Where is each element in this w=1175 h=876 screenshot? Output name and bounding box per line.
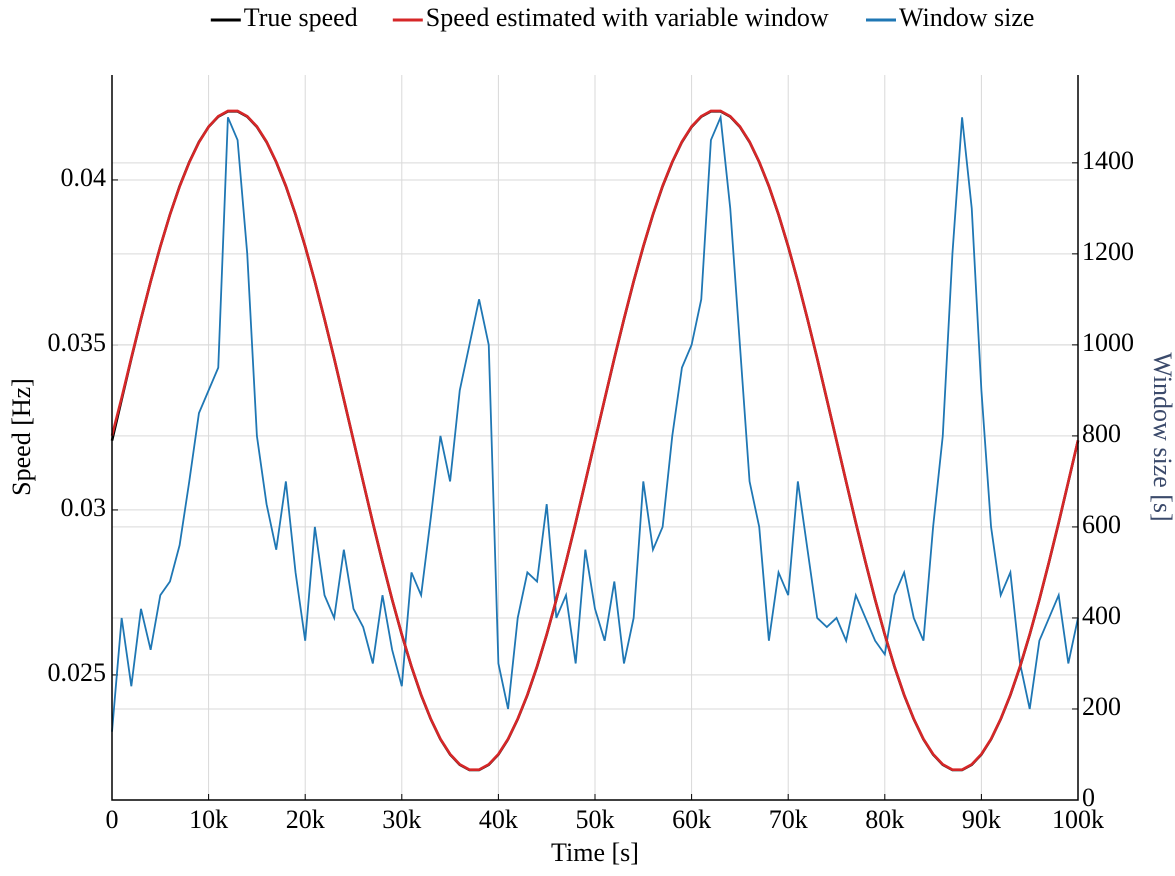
- y2-tick-label: 600: [1082, 510, 1121, 539]
- x-tick-label: 20k: [286, 805, 325, 834]
- x-tick-label: 0: [106, 805, 119, 834]
- y2-tick-label: 1200: [1082, 237, 1134, 266]
- y-tick-label: 0.035: [48, 328, 107, 357]
- axis-frame: [111, 75, 1079, 801]
- y2-tick-label: 400: [1082, 601, 1121, 630]
- x-tick-label: 100k: [1052, 805, 1104, 834]
- y-tick-label: 0.04: [61, 163, 107, 192]
- x-tick-label: 90k: [962, 805, 1001, 834]
- y-axis-label: Speed [Hz]: [7, 378, 36, 496]
- legend-label: True speed: [244, 3, 358, 32]
- y2-tick-label: 800: [1082, 419, 1121, 448]
- x-tick-label: 30k: [382, 805, 421, 834]
- y-tick-label: 0.03: [61, 493, 107, 522]
- x-tick-label: 10k: [189, 805, 228, 834]
- x-tick-label: 80k: [865, 805, 904, 834]
- x-tick-label: 50k: [576, 805, 615, 834]
- x-tick-label: 70k: [769, 805, 808, 834]
- x-axis-label: Time [s]: [551, 838, 639, 867]
- x-tick-label: 40k: [479, 805, 518, 834]
- y2-axis-label: Window size [s]: [1148, 352, 1175, 521]
- y-tick-label: 0.025: [48, 658, 107, 687]
- x-tick-label: 60k: [672, 805, 711, 834]
- y2-tick-label: 1000: [1082, 328, 1134, 357]
- data-line: [111, 113, 1079, 732]
- data-line: [110, 109, 1080, 771]
- legend-label: Speed estimated with variable window: [426, 3, 829, 32]
- legend-label: Window size: [899, 3, 1034, 32]
- y2-tick-label: 0: [1082, 783, 1095, 812]
- y2-tick-label: 1400: [1082, 146, 1134, 175]
- y2-tick-label: 200: [1082, 692, 1121, 721]
